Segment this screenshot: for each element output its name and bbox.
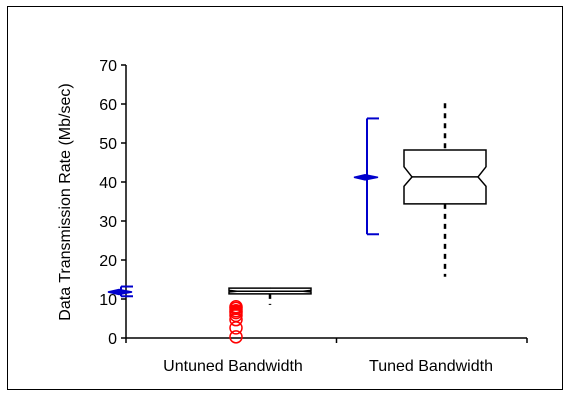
series-group — [107, 285, 312, 344]
notched-box — [228, 287, 312, 295]
y-tick-label: 0 — [108, 331, 117, 348]
y-tick-label: 40 — [99, 175, 117, 192]
x-tick-label: Untuned Bandwidth — [163, 358, 303, 375]
y-tick-label: 20 — [99, 253, 117, 270]
y-tick-label: 50 — [99, 136, 117, 153]
x-tick-label: Tuned Bandwidth — [369, 358, 493, 375]
mean-marker — [107, 288, 133, 296]
outlier-cluster — [230, 304, 242, 311]
marks — [107, 103, 487, 344]
series-group — [353, 103, 487, 277]
mean-marker — [353, 174, 379, 181]
outlier-point — [229, 330, 243, 344]
axes: 0 10 20 30 40 50 60 70 Untuned Bandwidth Tuned Ba… — [99, 58, 528, 375]
y-tick-label: 30 — [99, 214, 117, 231]
y-tick-label: 70 — [99, 58, 117, 75]
notched-box — [403, 149, 487, 205]
chart-frame — [7, 6, 563, 390]
y-tick-label: 60 — [99, 97, 117, 114]
y-axis-label: Data Transmission Rate (Mb/sec) — [57, 83, 74, 320]
y-tick-label: 10 — [99, 292, 117, 309]
